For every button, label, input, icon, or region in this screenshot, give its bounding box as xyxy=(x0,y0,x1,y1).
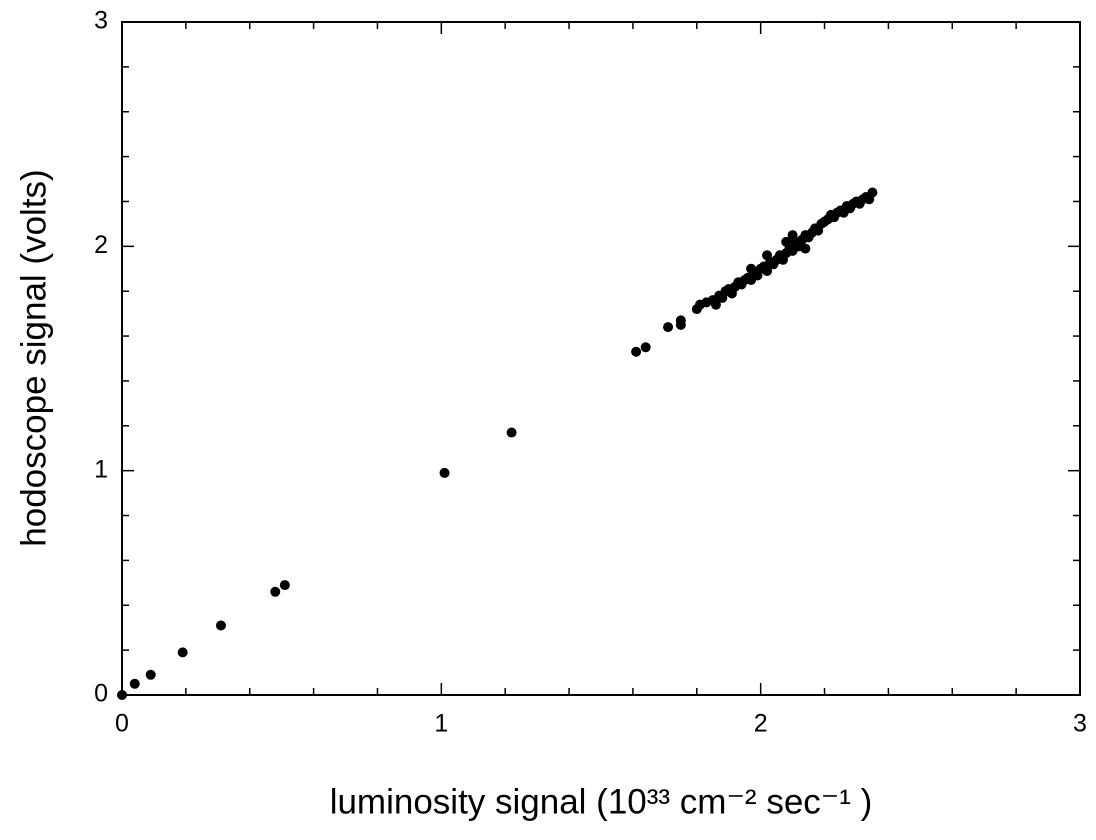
point xyxy=(800,243,811,254)
point xyxy=(675,319,686,330)
point xyxy=(640,342,651,353)
point xyxy=(762,250,773,261)
x-axis-label: luminosity signal (10³³ cm⁻² sec⁻¹ ) xyxy=(330,782,873,821)
point xyxy=(663,322,674,333)
y-tick-label: 3 xyxy=(94,7,108,35)
plot-frame xyxy=(121,21,1081,696)
point xyxy=(762,266,773,277)
point xyxy=(781,236,792,247)
point xyxy=(710,299,721,310)
point xyxy=(270,586,281,597)
y-tick-label: 1 xyxy=(94,455,108,483)
point xyxy=(279,580,290,591)
y-axis-label: hodoscope signal (volts) xyxy=(14,169,53,546)
point xyxy=(145,669,156,680)
point xyxy=(631,346,642,357)
point xyxy=(177,647,188,658)
x-tick-label: 2 xyxy=(754,710,768,738)
point xyxy=(439,467,450,478)
point xyxy=(215,620,226,631)
point xyxy=(787,230,798,241)
x-tick-label: 3 xyxy=(1073,710,1087,738)
x-tick-label: 1 xyxy=(434,710,448,738)
point xyxy=(506,427,517,438)
y-tick-label: 0 xyxy=(94,680,108,708)
point xyxy=(129,678,140,689)
x-tick-label: 0 xyxy=(115,710,129,738)
y-tick-label: 2 xyxy=(94,231,108,259)
point xyxy=(867,187,878,198)
point xyxy=(746,263,757,274)
point xyxy=(117,690,127,700)
